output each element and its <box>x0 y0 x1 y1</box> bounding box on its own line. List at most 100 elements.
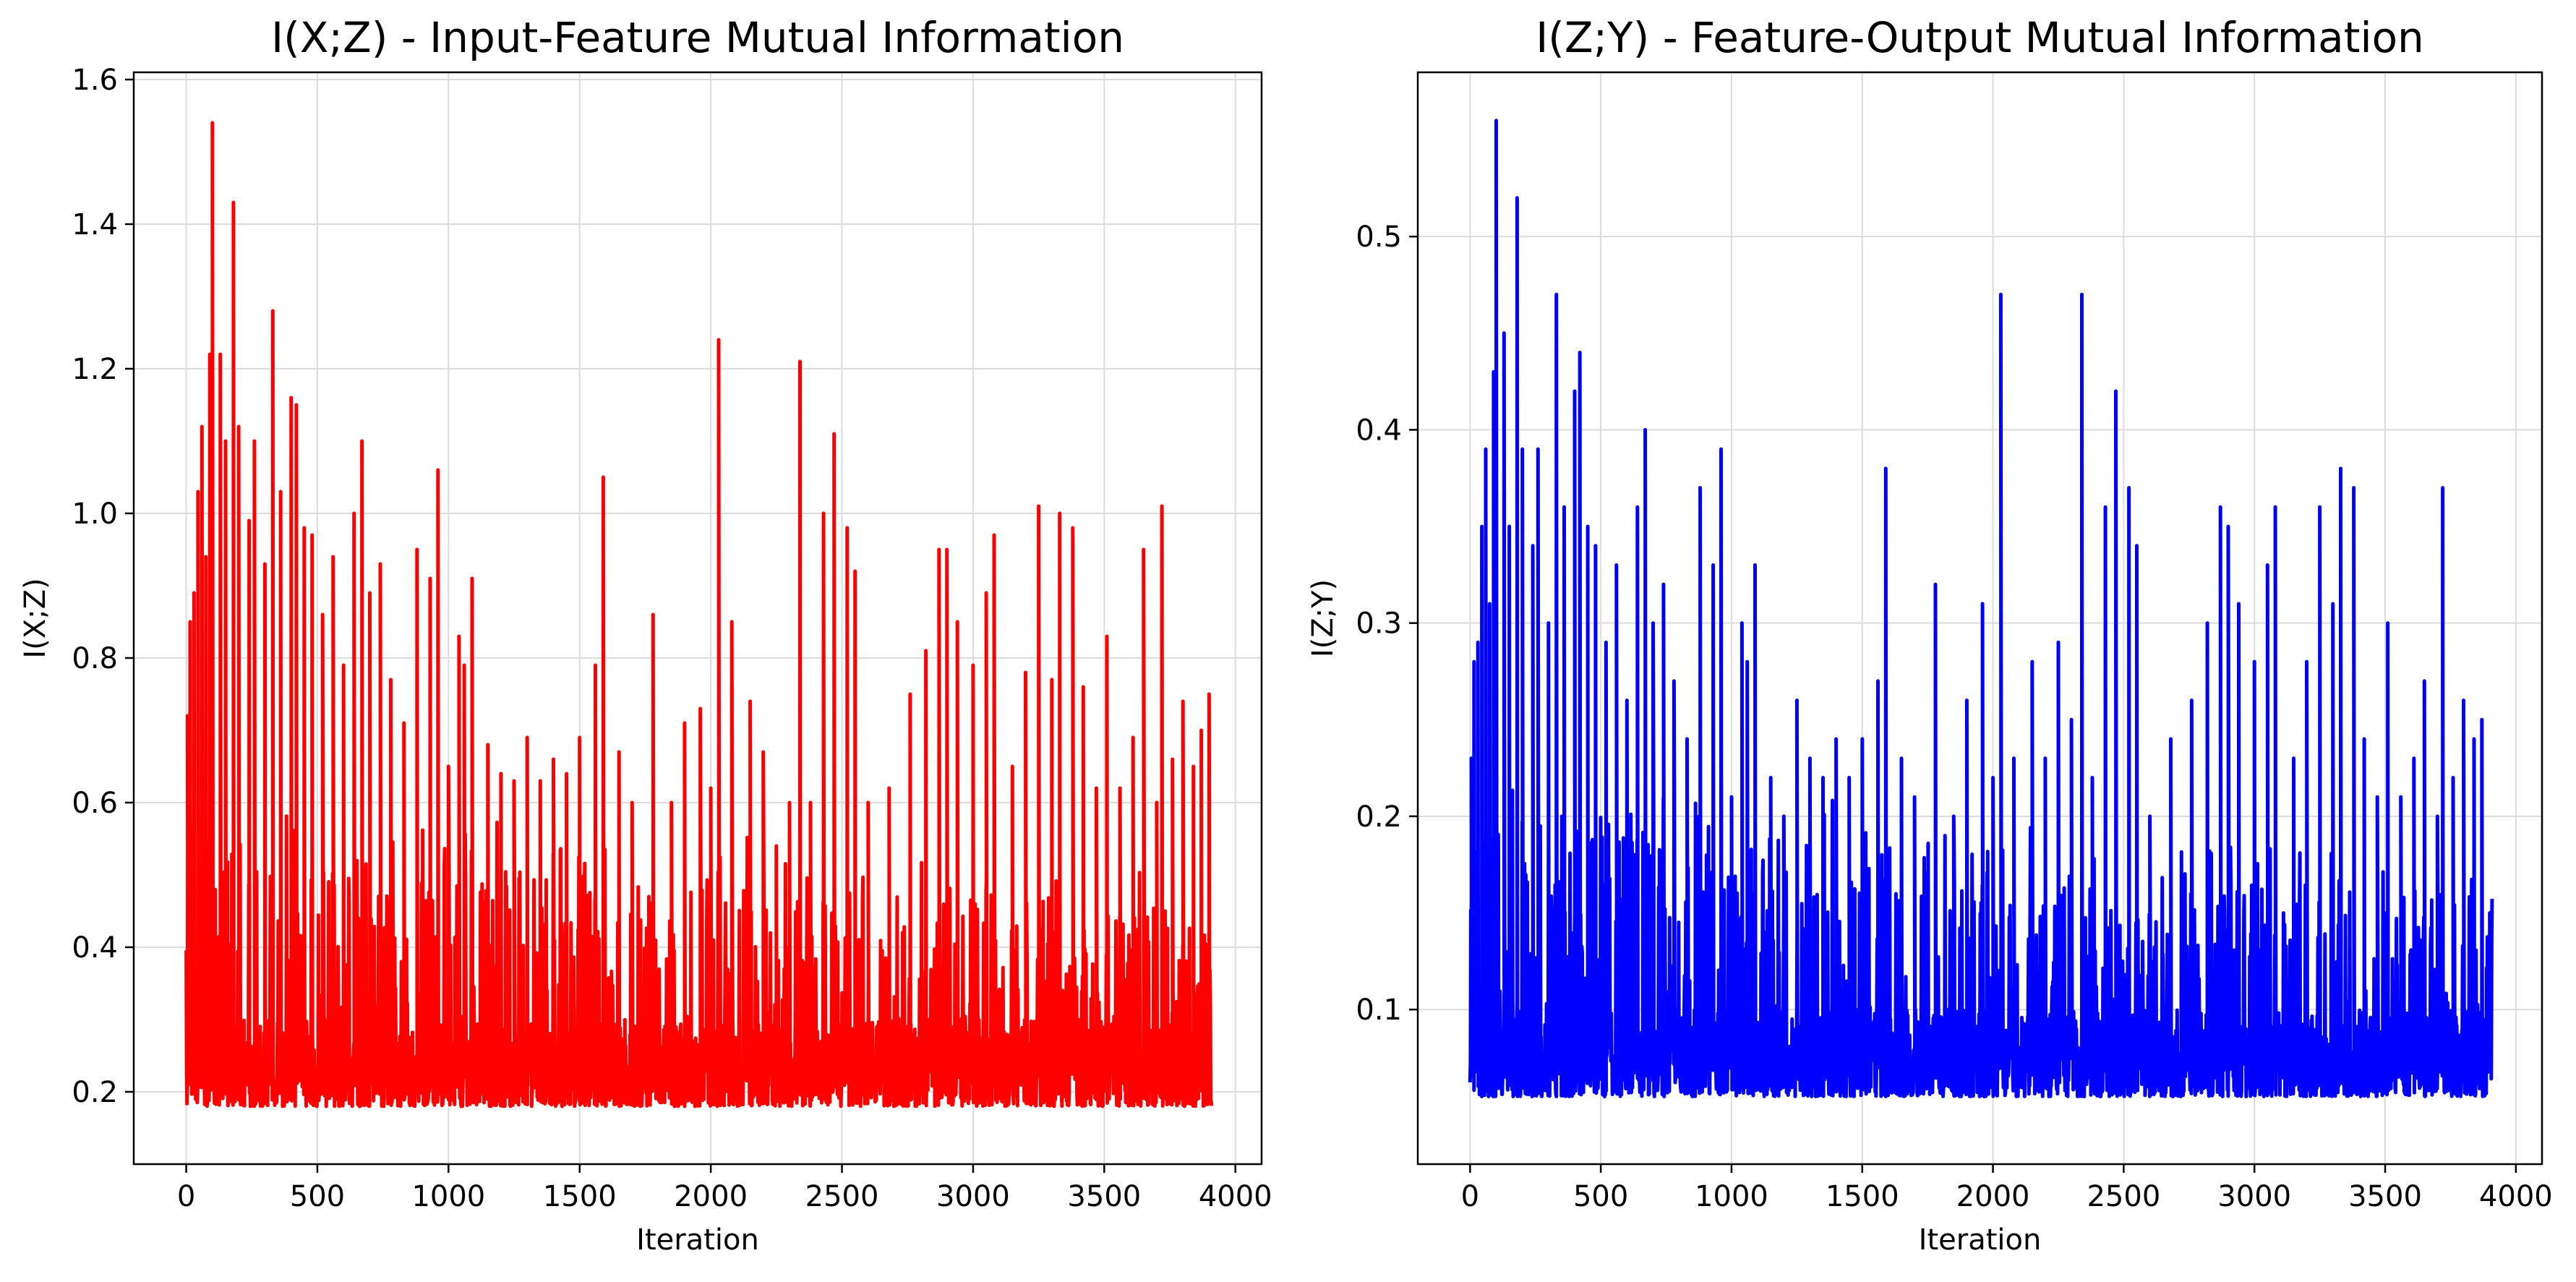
data-point <box>1182 701 1184 702</box>
x-axis-label: Iteration <box>636 1223 759 1257</box>
data-point <box>1481 526 1483 527</box>
data-point <box>1564 506 1565 508</box>
data-point <box>361 440 363 442</box>
y-tick-label: 0.1 <box>1356 993 1402 1027</box>
data-point <box>823 513 824 514</box>
chart-right-svg: I(Z;Y) - Feature-Output Mutual Informati… <box>1306 13 2553 1257</box>
data-point <box>2481 719 2483 720</box>
data-point <box>1059 513 1061 514</box>
data-point <box>1038 505 1040 507</box>
x-tick-label: 3500 <box>2348 1180 2422 1213</box>
x-tick-label: 3000 <box>2217 1180 2291 1213</box>
data-point <box>2473 738 2475 740</box>
data-point <box>2376 796 2378 798</box>
data-point <box>189 621 191 623</box>
data-point <box>2452 777 2454 778</box>
plot-area <box>184 121 1214 1108</box>
x-tick-label: 2500 <box>2087 1180 2160 1213</box>
data-point <box>1537 448 1539 450</box>
data-point <box>2071 719 2072 720</box>
data-point <box>403 722 405 724</box>
data-point <box>2442 487 2444 489</box>
data-point <box>513 780 515 782</box>
data-point <box>2353 487 2355 489</box>
chart-title: I(Z;Y) - Feature-Output Mutual Informati… <box>1536 13 2424 62</box>
y-tick-label: 0.2 <box>1356 800 1402 834</box>
data-point <box>1935 584 1936 585</box>
data-point <box>225 440 226 442</box>
y-tick-label: 0.3 <box>1356 607 1402 641</box>
series-line <box>1468 119 2494 1098</box>
x-tick-label: 0 <box>1461 1180 1479 1213</box>
data-point <box>2220 506 2221 508</box>
x-tick-label: 1000 <box>1695 1180 1768 1213</box>
data-point <box>1095 787 1097 789</box>
data-point <box>1595 545 1596 547</box>
data-point <box>1663 584 1664 585</box>
y-tick-label: 0.2 <box>72 1076 118 1109</box>
data-point <box>212 122 213 124</box>
data-point <box>993 534 995 536</box>
data-point <box>1477 641 1479 643</box>
data-point <box>1011 766 1013 767</box>
y-ticks: 0.1 0.2 0.3 0.4 0.5 <box>1356 221 1418 1027</box>
data-point <box>380 563 381 565</box>
data-point <box>1489 603 1490 604</box>
data-point <box>1522 448 1523 450</box>
data-point <box>458 636 460 637</box>
x-tick-label: 3500 <box>1067 1180 1141 1213</box>
data-point <box>343 664 344 666</box>
data-point <box>220 354 221 355</box>
x-tick-label: 0 <box>177 1180 195 1213</box>
data-point <box>552 758 554 760</box>
y-tick-label: 1.2 <box>72 353 118 386</box>
data-point <box>1516 197 1518 199</box>
x-tick-label: 4000 <box>2479 1180 2553 1213</box>
x-tick-label: 2000 <box>1956 1180 2030 1213</box>
chart-right: I(Z;Y) - Feature-Output Mutual Informati… <box>1288 0 2575 1279</box>
data-point <box>1495 120 1497 121</box>
x-tick-label: 2000 <box>674 1180 748 1213</box>
data-point <box>2275 506 2276 508</box>
x-tick-label: 3000 <box>936 1180 1010 1213</box>
y-tick-label: 1.4 <box>72 208 118 242</box>
data-point <box>2363 738 2365 740</box>
data-point <box>2128 487 2130 489</box>
data-point <box>1509 526 1510 527</box>
data-point <box>429 578 431 579</box>
data-point <box>2463 700 2465 701</box>
y-ticks: 0.2 0.4 0.6 0.8 1.0 1.2 1.4 1.6 <box>72 64 134 1109</box>
y-tick-label: 1.0 <box>72 497 118 531</box>
data-point <box>972 664 974 666</box>
data-point <box>602 477 604 478</box>
data-point <box>369 592 371 594</box>
data-point <box>2332 603 2334 604</box>
data-point <box>2191 700 2192 701</box>
x-tick-label: 500 <box>1573 1180 1628 1213</box>
data-point <box>1208 693 1210 695</box>
axes-frame <box>1416 71 2543 1166</box>
data-point <box>2238 603 2240 604</box>
x-ticks: 0 500 1000 1500 2000 2500 3000 3500 4000 <box>177 1164 1272 1213</box>
data-point <box>437 469 439 471</box>
data-point <box>2228 526 2229 527</box>
data-point <box>2115 390 2117 392</box>
data-point <box>2340 468 2342 469</box>
x-tick-label: 500 <box>290 1180 345 1213</box>
y-tick-label: 0.4 <box>72 931 118 965</box>
data-point <box>463 664 465 666</box>
y-tick-label: 0.8 <box>72 642 118 675</box>
data-point <box>1024 672 1026 673</box>
x-tick-label: 1500 <box>543 1180 617 1213</box>
data-point <box>595 664 596 666</box>
data-point <box>1637 506 1638 508</box>
y-tick-label: 1.6 <box>72 64 118 97</box>
y-tick-label: 0.6 <box>72 787 118 820</box>
data-point <box>2319 506 2321 508</box>
y-tick-label: 0.5 <box>1356 221 1402 254</box>
data-point <box>187 715 188 717</box>
data-point <box>1106 636 1108 637</box>
data-point <box>2400 796 2402 798</box>
x-tick-label: 1500 <box>1826 1180 1899 1213</box>
